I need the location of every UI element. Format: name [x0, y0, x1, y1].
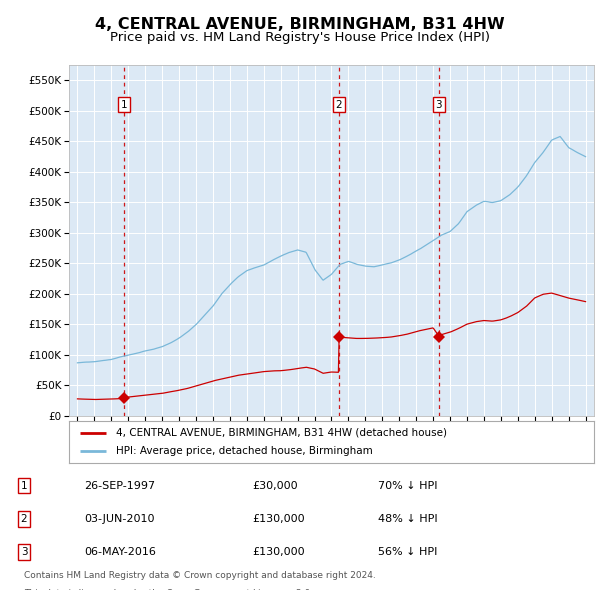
Text: Price paid vs. HM Land Registry's House Price Index (HPI): Price paid vs. HM Land Registry's House …: [110, 31, 490, 44]
Text: £130,000: £130,000: [252, 514, 305, 523]
Text: 70% ↓ HPI: 70% ↓ HPI: [378, 481, 437, 490]
Text: 1: 1: [121, 100, 127, 110]
Text: This data is licensed under the Open Government Licence v3.0.: This data is licensed under the Open Gov…: [24, 589, 313, 590]
Text: Contains HM Land Registry data © Crown copyright and database right 2024.: Contains HM Land Registry data © Crown c…: [24, 571, 376, 580]
Text: 48% ↓ HPI: 48% ↓ HPI: [378, 514, 437, 523]
Text: 3: 3: [20, 547, 28, 556]
Text: 3: 3: [436, 100, 442, 110]
Text: 03-JUN-2010: 03-JUN-2010: [84, 514, 155, 523]
Text: 2: 2: [335, 100, 342, 110]
Text: 1: 1: [20, 481, 28, 490]
Text: 26-SEP-1997: 26-SEP-1997: [84, 481, 155, 490]
Text: 2: 2: [20, 514, 28, 523]
Text: 4, CENTRAL AVENUE, BIRMINGHAM, B31 4HW (detached house): 4, CENTRAL AVENUE, BIRMINGHAM, B31 4HW (…: [116, 428, 447, 438]
Text: 06-MAY-2016: 06-MAY-2016: [84, 547, 156, 556]
Text: 4, CENTRAL AVENUE, BIRMINGHAM, B31 4HW: 4, CENTRAL AVENUE, BIRMINGHAM, B31 4HW: [95, 17, 505, 31]
Text: £130,000: £130,000: [252, 547, 305, 556]
Text: £30,000: £30,000: [252, 481, 298, 490]
Text: HPI: Average price, detached house, Birmingham: HPI: Average price, detached house, Birm…: [116, 446, 373, 456]
Text: 56% ↓ HPI: 56% ↓ HPI: [378, 547, 437, 556]
